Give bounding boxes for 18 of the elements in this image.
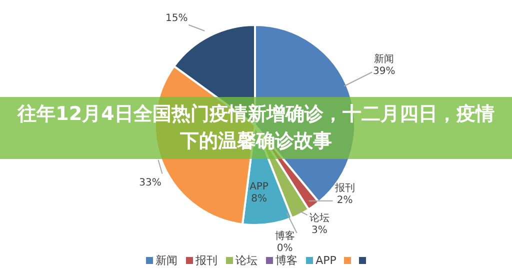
slice-label: 论坛	[309, 212, 330, 224]
legend-label: 论坛	[236, 253, 258, 268]
data-label: 3%	[311, 225, 328, 236]
data-label: 8%	[251, 193, 267, 204]
text: 0%	[276, 242, 293, 254]
legend-label: 博客	[276, 253, 298, 268]
category-label: 博客	[274, 230, 295, 242]
data-label: 33%	[139, 178, 162, 189]
data-label: 15%	[165, 12, 188, 24]
legend-label: 报刊	[196, 253, 218, 268]
data-label: 2%	[336, 194, 353, 206]
legend-label: 新闻	[156, 253, 178, 268]
data-label: 39%	[372, 66, 396, 78]
slice-label: 新闻	[374, 53, 394, 66]
slice-label: APP	[250, 181, 268, 192]
legend-label: APP	[316, 254, 336, 267]
text: 往年12月4日全国热门疫情新增确诊，十二月四日，疫情下的温馨确诊故事	[16, 102, 496, 154]
slice-label: 报刊	[334, 182, 355, 194]
